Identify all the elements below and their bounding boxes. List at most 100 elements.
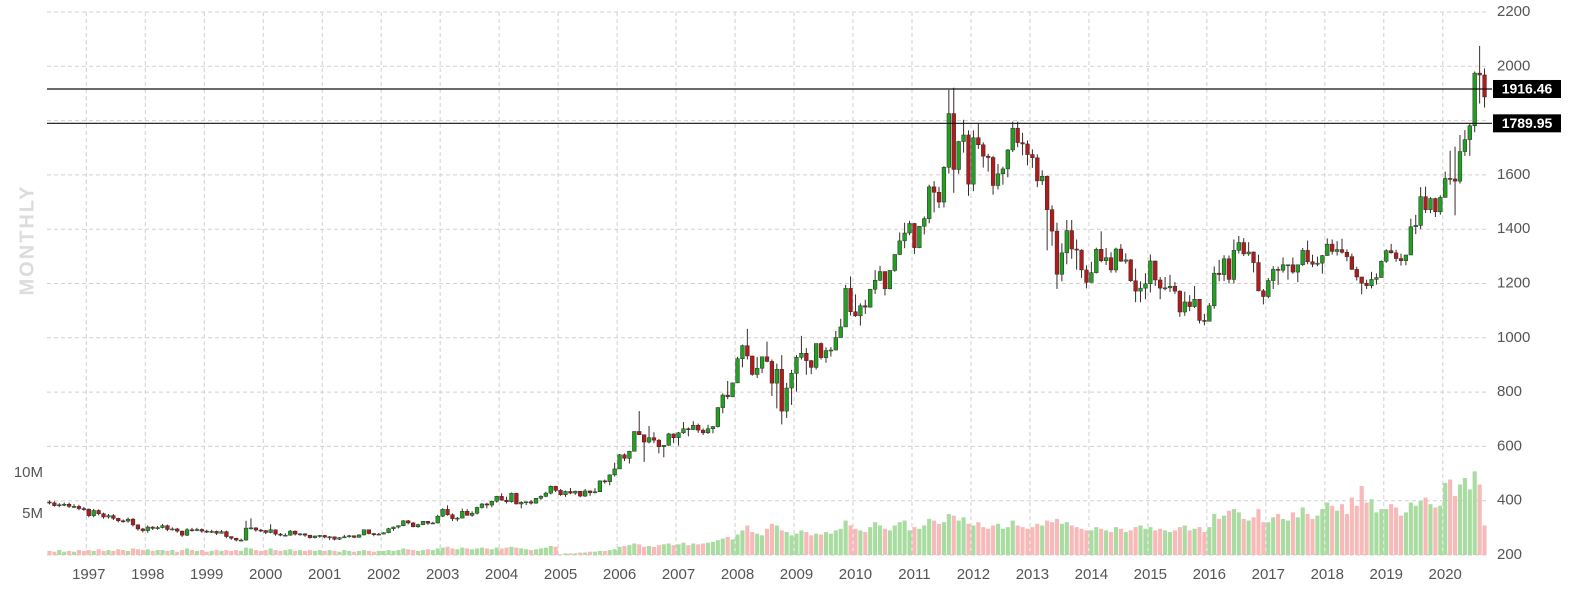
candle-body xyxy=(1290,264,1295,273)
volume-bar xyxy=(1384,509,1389,555)
candle-body xyxy=(755,367,760,375)
candle-body xyxy=(892,254,897,271)
candle-body xyxy=(1010,127,1015,151)
volume-bar xyxy=(607,550,612,555)
volume-bar xyxy=(425,549,430,555)
volume-bar xyxy=(165,550,170,555)
volume-bar xyxy=(814,533,819,555)
volume-bar xyxy=(494,547,499,555)
volume-bar xyxy=(755,533,760,555)
candle-body xyxy=(460,511,465,519)
candle-body xyxy=(882,271,888,289)
candle-body xyxy=(1359,276,1364,284)
candle-body xyxy=(897,240,902,255)
volume-bar xyxy=(1222,515,1227,555)
volume-bar xyxy=(661,544,666,555)
volume-bar xyxy=(941,522,946,555)
volume-bar xyxy=(504,547,509,555)
volume-bar xyxy=(1049,522,1055,555)
volume-bar xyxy=(873,522,878,555)
volume-bar xyxy=(632,543,637,555)
volume-bar xyxy=(622,545,627,555)
candle-body xyxy=(848,288,853,312)
candle-body xyxy=(558,490,563,495)
volume-bar xyxy=(784,532,789,555)
candle-body xyxy=(121,520,126,523)
volume-bar xyxy=(1285,520,1291,555)
candle-body xyxy=(548,486,553,494)
candle-body xyxy=(111,515,116,519)
candle-body xyxy=(740,345,745,359)
candle-body xyxy=(1310,261,1315,265)
volume-bar xyxy=(902,520,907,555)
level-label: 1916.46 xyxy=(1502,81,1553,97)
candle-body xyxy=(1167,285,1173,289)
volume-bar xyxy=(1108,532,1114,555)
volume-bar xyxy=(715,540,720,555)
volume-bar xyxy=(578,552,583,555)
candle-body xyxy=(1207,305,1212,322)
volume-bar xyxy=(946,514,951,555)
candle-body xyxy=(1408,226,1413,256)
candle-body xyxy=(632,431,637,452)
volume-bar xyxy=(1246,520,1251,555)
candle-body xyxy=(1221,258,1227,275)
candle-body xyxy=(106,515,111,518)
volume-bar xyxy=(538,548,543,555)
volume-bar xyxy=(489,549,494,555)
volume-bar xyxy=(1389,504,1394,555)
candle-body xyxy=(745,345,750,357)
x-tick-label: 2003 xyxy=(426,566,459,583)
volume-bar xyxy=(361,550,367,555)
candle-body xyxy=(1064,230,1069,254)
volume-bar xyxy=(1187,530,1192,555)
volume-bar xyxy=(961,517,966,555)
volume-bar xyxy=(976,522,981,555)
candle-body xyxy=(214,531,219,534)
candle-body xyxy=(1089,272,1094,283)
candle-body xyxy=(243,527,249,541)
volume-bar xyxy=(1113,527,1119,555)
volume-bar xyxy=(121,550,126,555)
volume-bar xyxy=(337,551,342,555)
candle-body xyxy=(730,382,735,397)
candle-body xyxy=(504,499,509,503)
volume-bar xyxy=(563,553,568,555)
volume-bar xyxy=(1418,500,1423,555)
volume-bar xyxy=(533,549,539,555)
candle-body xyxy=(415,524,421,528)
volume-bar xyxy=(1104,530,1109,555)
candle-body xyxy=(396,525,401,528)
candle-body xyxy=(637,431,642,435)
candle-body xyxy=(1339,249,1345,253)
volume-bar xyxy=(1320,509,1325,555)
level-label-bg xyxy=(1493,114,1561,133)
volume-bar xyxy=(1177,527,1182,555)
volume-bar xyxy=(583,552,588,555)
candle-body xyxy=(1334,249,1340,252)
candle-body xyxy=(1049,209,1055,232)
candle-body xyxy=(700,429,706,434)
volume-bar xyxy=(332,550,337,555)
volume-bar xyxy=(155,550,160,555)
candle-body xyxy=(681,428,686,434)
candle-body xyxy=(1266,280,1271,297)
volume-bar xyxy=(691,543,696,555)
volume-bar xyxy=(681,542,686,555)
x-tick-label: 2015 xyxy=(1134,566,1167,583)
candle-body xyxy=(278,533,283,536)
volume-bar xyxy=(853,528,858,555)
volume-bar xyxy=(602,550,607,555)
volume-bar xyxy=(219,550,224,555)
volume-bar xyxy=(1300,507,1305,555)
volume-bar xyxy=(1197,527,1202,555)
candle-body xyxy=(135,524,141,530)
candle-body xyxy=(1162,287,1168,290)
candle-body xyxy=(1384,250,1389,262)
volume-bar xyxy=(1182,525,1187,555)
candle-body xyxy=(273,529,278,535)
candle-body xyxy=(710,426,716,430)
volume-bar xyxy=(371,551,376,555)
volume-bar xyxy=(833,530,838,555)
